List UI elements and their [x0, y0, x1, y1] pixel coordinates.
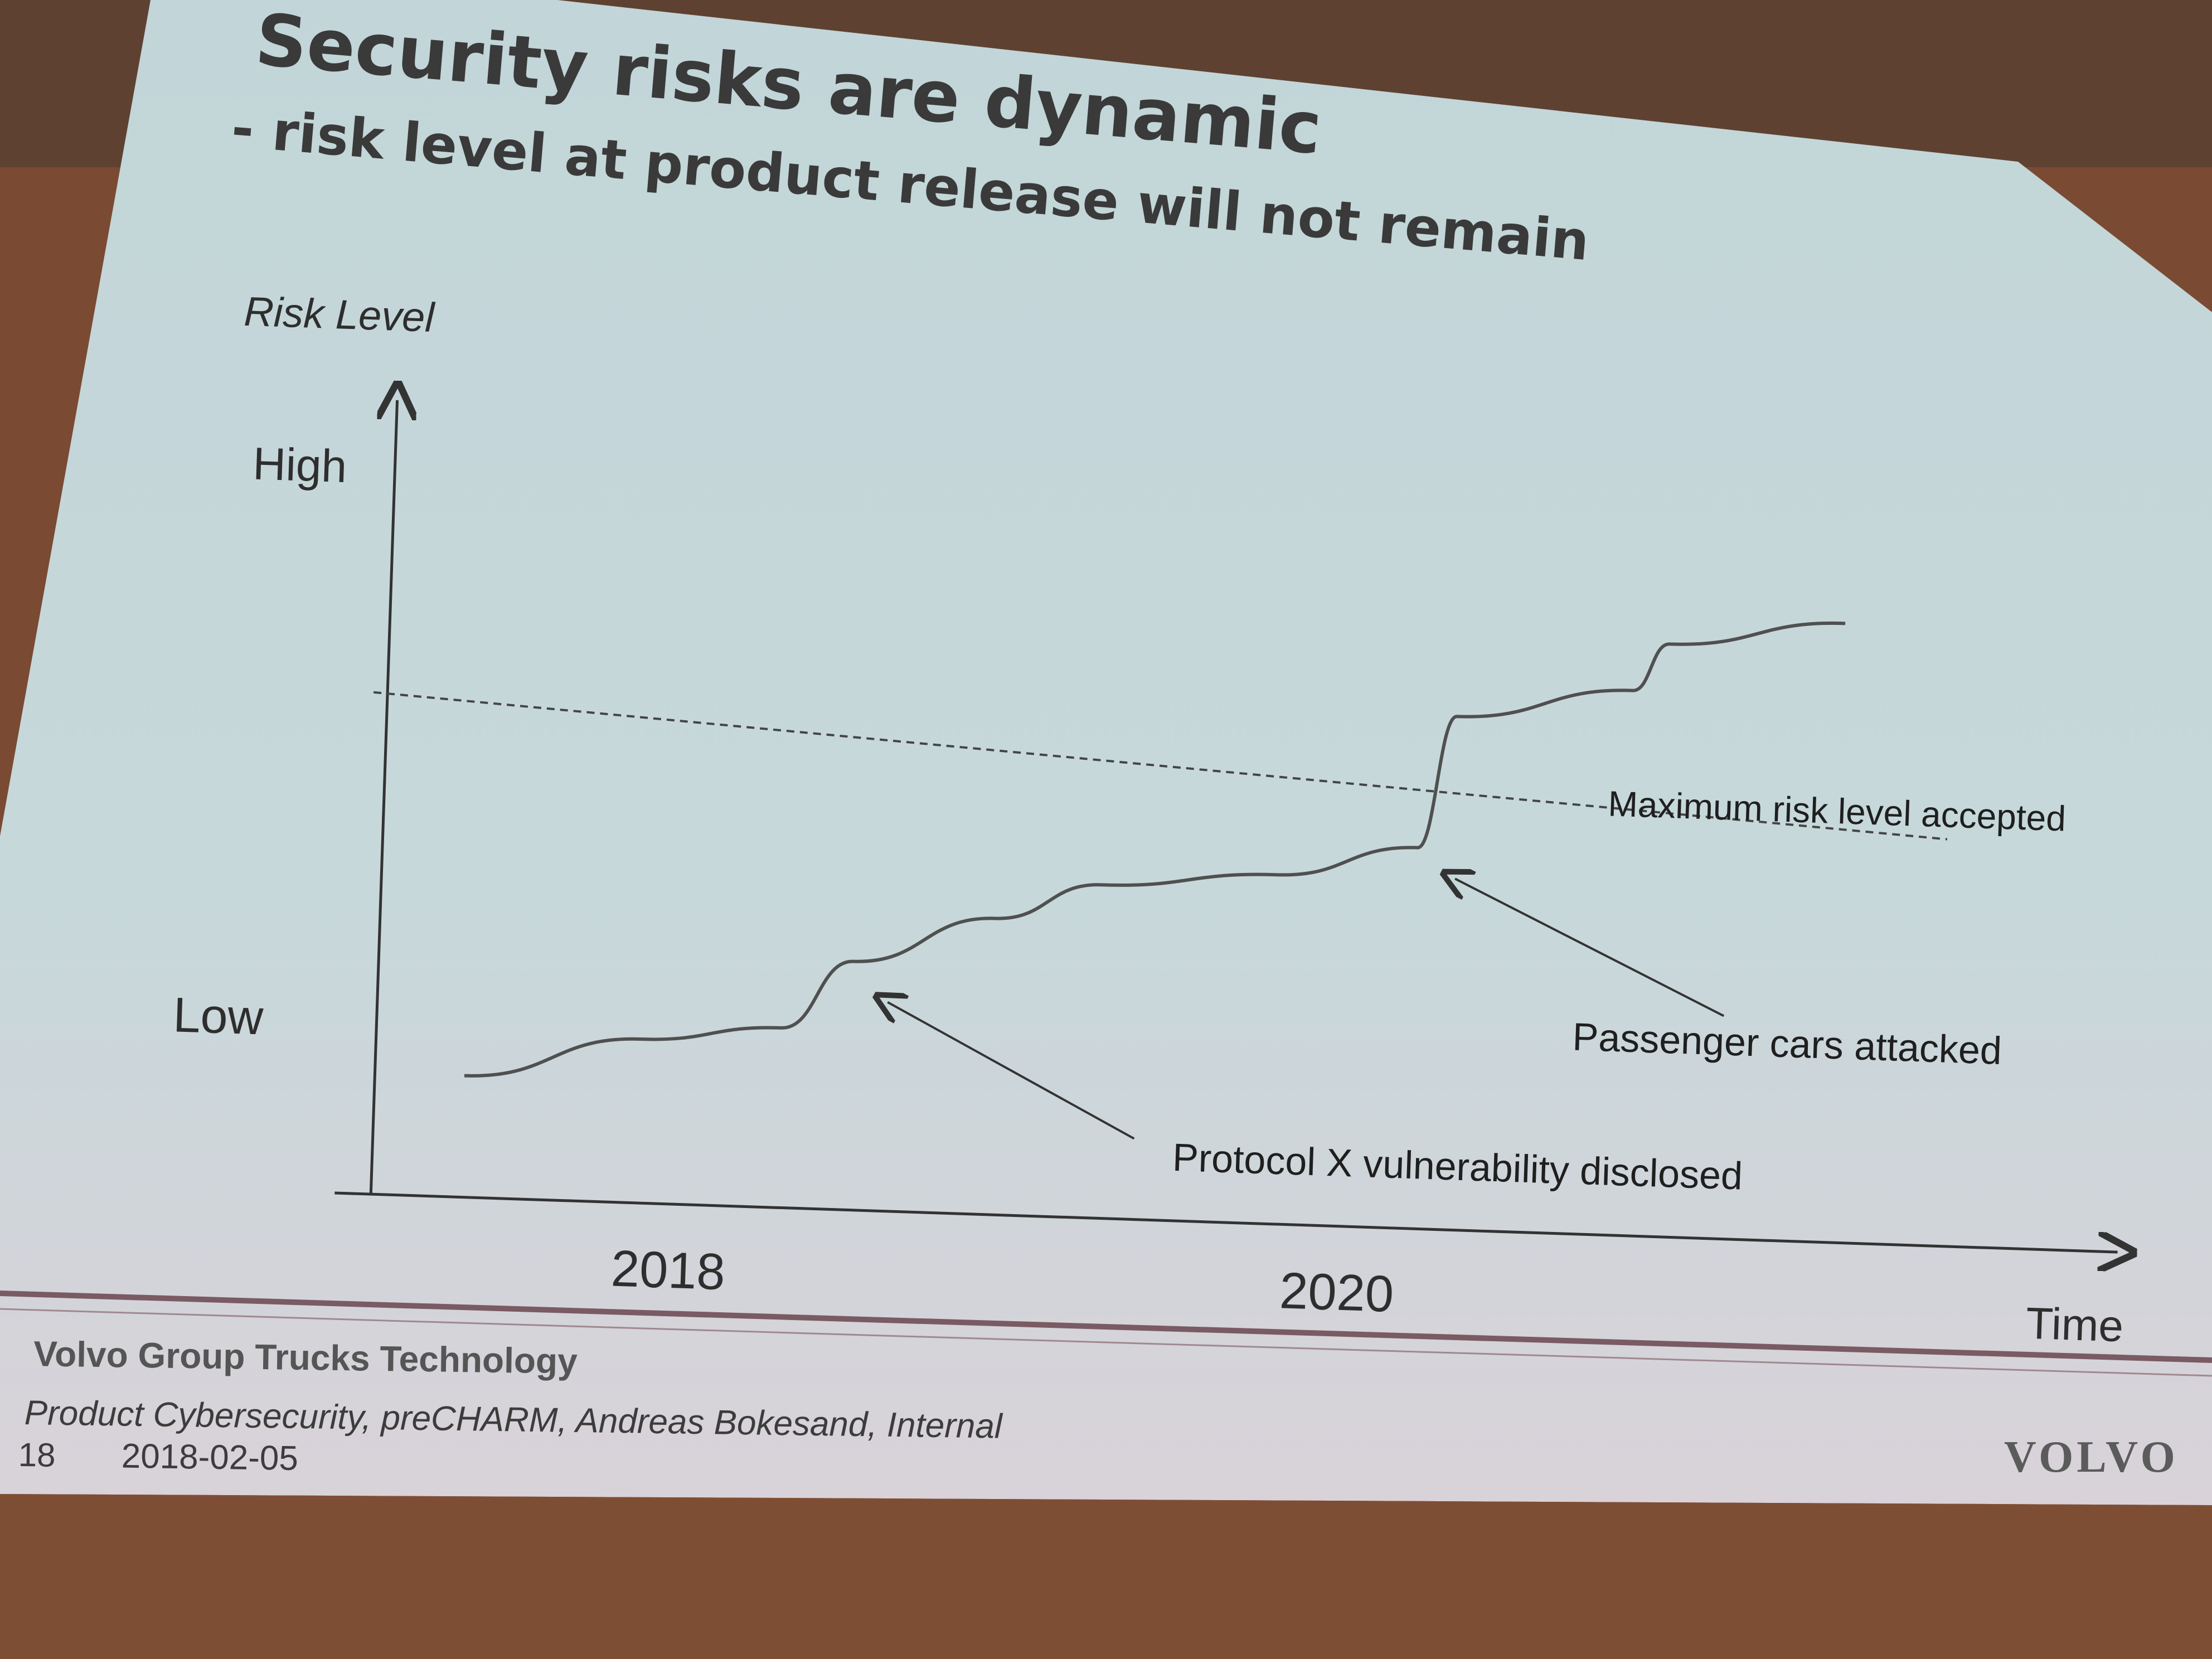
x-tick-2020: 2020 [1279, 1262, 1395, 1323]
footer-rule-2 [0, 1308, 2212, 1377]
x-tick-2018: 2018 [610, 1240, 726, 1301]
y-axis [369, 400, 397, 1195]
risk-level-curve [464, 621, 1846, 1078]
y-axis-label: Risk Level [243, 288, 436, 341]
x-axis-label: Time [2025, 1298, 2124, 1351]
cars-arrow [1451, 879, 1725, 1017]
y-tick-high: High [252, 438, 348, 492]
max-risk-threshold-line [373, 691, 1948, 841]
protocol-arrow [884, 1002, 1135, 1140]
y-tick-low: Low [172, 987, 264, 1045]
projection-screen [0, 0, 2212, 1505]
footer-page-number: 18 [18, 1436, 56, 1474]
footer-org: Volvo Group Trucks Technology [33, 1333, 578, 1381]
room-bottom [0, 1494, 2212, 1659]
x-axis [334, 1191, 2117, 1252]
footer-date: 2018-02-05 [121, 1437, 298, 1478]
volvo-logo: VOLVO [2004, 1433, 2179, 1482]
footer-rule-1 [0, 1291, 2212, 1363]
